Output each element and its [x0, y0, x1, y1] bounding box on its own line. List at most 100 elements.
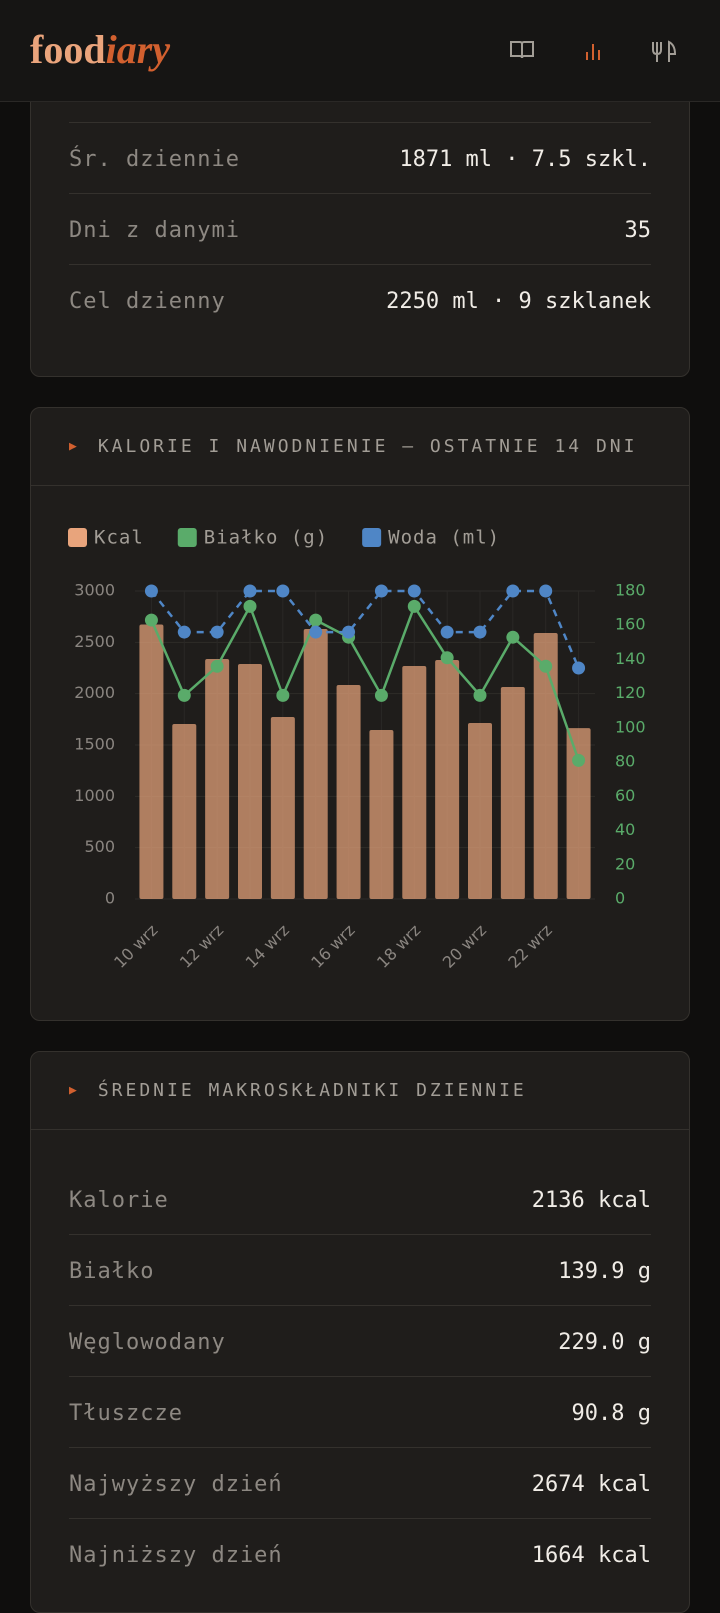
bar — [172, 723, 197, 899]
point — [210, 625, 224, 639]
chart: 0 500 1000 1500 2000 2500 3000 0 20 40 60 80 100 120 1… — [68, 527, 646, 972]
y-tick-label: 2500 — [74, 632, 115, 651]
bar — [238, 663, 262, 899]
point — [440, 625, 454, 639]
y2-tick-label: 140 — [615, 649, 646, 668]
point — [539, 584, 553, 598]
stat-row: Kalorie 2136 kcal — [69, 1164, 651, 1236]
legend-label: Białko (g) — [204, 527, 328, 549]
food-icon[interactable] — [652, 40, 677, 62]
macros-card: ▶ ŚREDNIE MAKROSKŁADNIKI DZIENNIE Kalorie… — [30, 1051, 690, 1613]
line — [150, 589, 580, 669]
stat-value: 1871 ml · 7.5 szkl. — [399, 146, 651, 172]
bar — [369, 730, 394, 899]
divider — [69, 122, 651, 123]
point — [342, 625, 356, 639]
card-title-text: ŚREDNIE MAKROSKŁADNIKI DZIENNIE — [97, 1080, 527, 1101]
point — [407, 584, 421, 598]
stat-value: 2674 kcal — [531, 1471, 651, 1497]
point — [473, 688, 487, 702]
bar — [303, 628, 328, 899]
x-tick-label: 14 wrz — [242, 921, 293, 972]
stat-value: 1664 kcal — [531, 1542, 651, 1568]
x-tick-label: 18 wrz — [373, 921, 424, 972]
stats-icon[interactable] — [586, 44, 600, 60]
divider — [69, 264, 651, 265]
y-tick-label: 500 — [84, 837, 115, 856]
stat-label: Najniższy dzień — [69, 1542, 283, 1568]
stat-value: 139.9 g — [558, 1258, 651, 1284]
y2-tick-label: 80 — [615, 752, 635, 771]
stat-row: Najwyższy dzień 2674 kcal — [69, 1448, 651, 1520]
point — [243, 599, 257, 613]
bar — [139, 624, 164, 899]
stat-label: Dni z danymi — [69, 217, 240, 243]
y-tick-label: 2000 — [74, 683, 115, 702]
point — [374, 688, 388, 702]
point — [210, 659, 224, 673]
stat-label: Węglowodany — [69, 1329, 226, 1355]
header: foodiary — [0, 0, 720, 102]
logo-accent: iary — [105, 27, 171, 72]
x-tick-label: 16 wrz — [307, 921, 358, 972]
divider — [69, 1447, 651, 1448]
bar — [533, 632, 558, 899]
stat-label: Śr. dziennie — [69, 146, 240, 172]
line — [150, 603, 580, 761]
divider — [69, 193, 651, 194]
stat-value: 2250 ml · 9 szklanek — [386, 288, 651, 314]
divider — [69, 1234, 651, 1235]
point — [506, 584, 520, 598]
bar — [205, 658, 230, 899]
y2-tick-label: 100 — [615, 717, 646, 736]
stat-row: Dni z danymi 35 — [69, 194, 651, 266]
bar — [566, 728, 591, 899]
stat-label: Białko — [69, 1258, 155, 1284]
card-title-text: KALORIE I NAWODNIENIE — OSTATNIE 14 DNI — [97, 436, 638, 457]
legend-label: Kcal — [94, 527, 144, 549]
stat-row: Cel dzienny 2250 ml · 9 szklanek — [69, 265, 651, 337]
divider — [69, 1305, 651, 1306]
bar — [402, 665, 427, 899]
card-title: ▶ KALORIE I NAWODNIENIE — OSTATNIE 14 DNI — [31, 408, 689, 486]
bar — [500, 686, 525, 899]
stat-row: Węglowodany 229.0 g — [69, 1306, 651, 1378]
divider — [69, 1518, 651, 1519]
stat-label: Kalorie — [69, 1187, 169, 1213]
stat-row: Tłuszcze 90.8 g — [69, 1377, 651, 1449]
x-tick-label: 20 wrz — [439, 921, 490, 972]
stat-row: Najniższy dzień 1664 kcal — [69, 1519, 651, 1591]
point — [276, 584, 290, 598]
y-tick-label: 3000 — [74, 581, 115, 600]
y2-tick-label: 160 — [615, 615, 646, 634]
bar — [468, 723, 492, 899]
card-title: ▶ ŚREDNIE MAKROSKŁADNIKI DZIENNIE — [31, 1052, 689, 1130]
point — [309, 625, 323, 639]
stat-value: 229.0 g — [558, 1329, 651, 1355]
x-tick-label: 22 wrz — [504, 921, 555, 972]
point — [243, 584, 257, 598]
y2-tick-label: 40 — [615, 820, 635, 839]
y2-tick-label: 180 — [615, 581, 646, 600]
bar — [270, 716, 295, 899]
logo-main: food — [30, 27, 106, 72]
y-tick-label: 0 — [105, 889, 115, 908]
stat-label: Tłuszcze — [69, 1400, 183, 1426]
stat-row: Białko 139.9 g — [69, 1235, 651, 1307]
x-tick-label: 12 wrz — [176, 921, 227, 972]
y2-tick-label: 120 — [615, 683, 646, 702]
point — [374, 584, 388, 598]
y2-tick-label: 20 — [615, 854, 635, 873]
y-tick-label: 1000 — [74, 786, 115, 805]
stat-value: 2136 kcal — [531, 1187, 651, 1213]
legend-swatch — [362, 528, 382, 547]
book-icon[interactable] — [510, 41, 534, 59]
nav-icons — [510, 40, 677, 62]
point — [144, 613, 158, 627]
stat-row: Śr. dziennie 1871 ml · 7.5 szkl. — [69, 123, 651, 195]
point — [407, 599, 421, 613]
bar — [435, 659, 460, 899]
point — [572, 661, 586, 675]
point — [440, 651, 454, 665]
logo[interactable]: foodiary — [30, 26, 170, 73]
